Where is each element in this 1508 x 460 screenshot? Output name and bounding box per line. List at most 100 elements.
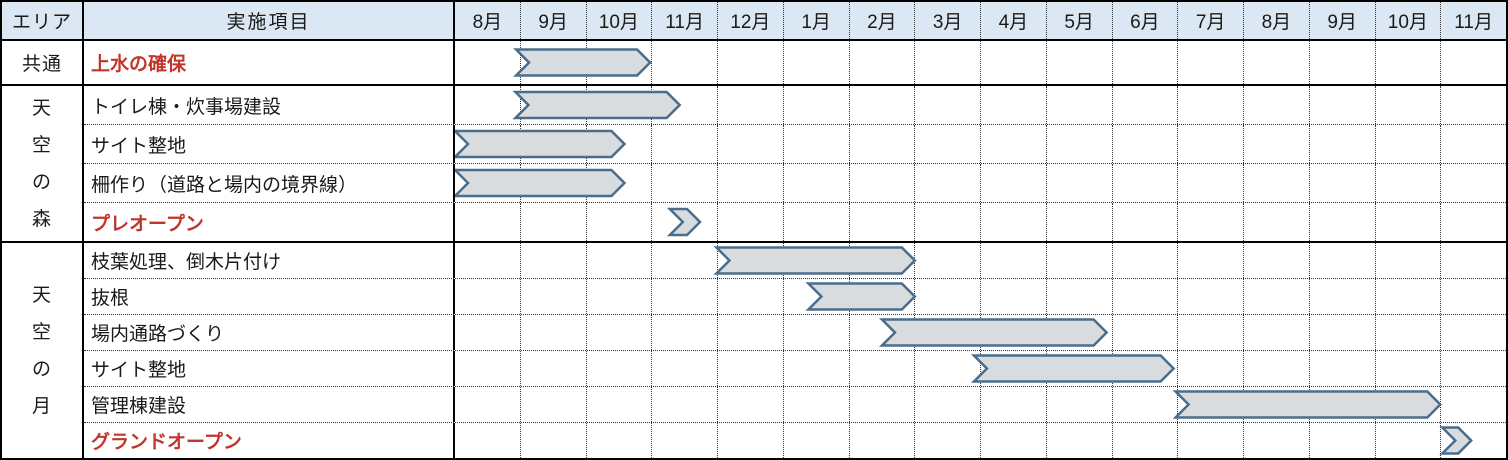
area-label-1: 天空の森 xyxy=(2,86,84,241)
gantt-bar-shape xyxy=(970,354,1176,383)
grid-column-line xyxy=(652,86,718,124)
grid-column-line xyxy=(521,203,587,241)
area-label-char: の xyxy=(31,171,52,193)
gantt-bar xyxy=(878,318,1109,347)
month-header-12: 8月 xyxy=(1244,2,1310,39)
milestone-marker xyxy=(666,207,702,237)
grid-column-line xyxy=(1113,351,1179,386)
grid-column-line xyxy=(915,279,981,314)
month-header-3: 11月 xyxy=(652,2,718,39)
grid-column-line xyxy=(1376,315,1442,350)
gantt-bar-shape xyxy=(455,129,627,159)
task-label: 柵作り（道路と場内の境界線） xyxy=(84,164,455,202)
grid-column-line xyxy=(718,279,784,314)
task-label: グランドオープン xyxy=(84,423,455,458)
grid-column-line xyxy=(1244,351,1310,386)
grid-column-line xyxy=(1376,279,1442,314)
grid-column-line xyxy=(1178,164,1244,202)
area-label-0: 共通 xyxy=(2,41,84,84)
gantt-bar xyxy=(455,129,627,159)
grid-column-line xyxy=(981,279,1047,314)
grid-column-line xyxy=(587,315,653,350)
grid-column-line xyxy=(652,41,718,84)
grid-column-line xyxy=(1244,423,1310,458)
grid-column-line xyxy=(1178,423,1244,458)
grid-column-line xyxy=(1310,125,1376,163)
gantt-bar-shape xyxy=(513,48,652,77)
grid-column-line xyxy=(521,387,587,422)
grid-column-line xyxy=(784,164,850,202)
grid-column-line xyxy=(521,243,587,278)
month-header-11: 7月 xyxy=(1178,2,1244,39)
gantt-row: 抜根 xyxy=(84,279,1506,315)
grid-column-line xyxy=(981,41,1047,84)
area-label-char: 空 xyxy=(31,321,52,343)
grid-column-line xyxy=(784,86,850,124)
grid-column-line xyxy=(915,125,981,163)
gantt-row: 枝葉処理、倒木片付け xyxy=(84,243,1506,279)
grid-column-line xyxy=(521,279,587,314)
grid-column-line xyxy=(1376,86,1442,124)
gantt-bar-shape xyxy=(805,282,917,311)
task-label: 場内通路づくり xyxy=(84,315,455,350)
gantt-bar-shape xyxy=(713,246,917,275)
gantt-row: トイレ棟・炊事場建設 xyxy=(84,86,1506,125)
gantt-row-chart xyxy=(455,423,1506,458)
task-label: 上水の確保 xyxy=(84,41,455,84)
grid-column-line xyxy=(1310,243,1376,278)
grid-column-line xyxy=(1310,279,1376,314)
grid-column-line xyxy=(1376,243,1442,278)
grid-column-line xyxy=(1047,279,1113,314)
grid-column-line xyxy=(915,351,981,386)
area-column-header: エリア xyxy=(2,2,84,39)
grid-column-line xyxy=(718,351,784,386)
grid-column-line xyxy=(1310,423,1376,458)
section-rows-2: 枝葉処理、倒木片付け 抜根 場内通路づくり サイト整地 管理棟建設 グランドオープン xyxy=(84,243,1506,458)
grid-column-line xyxy=(1113,86,1179,124)
grid-column-line xyxy=(1047,125,1113,163)
grid-column-line xyxy=(587,203,653,241)
grid-column-line xyxy=(652,315,718,350)
grid-column-line xyxy=(1244,125,1310,163)
section-rows-1: トイレ棟・炊事場建設 サイト整地 柵作り（道路と場内の境界線） プレオープン xyxy=(84,86,1506,241)
sections: 共通 上水の確保天空の森トイレ棟・炊事場建設 サイト整地 柵作り（道路と場内の境界線）… xyxy=(2,41,1506,458)
gantt-row: 柵作り（道路と場内の境界線） xyxy=(84,164,1506,203)
grid-column-line xyxy=(981,203,1047,241)
grid-column-line xyxy=(1244,315,1310,350)
grid-column-line xyxy=(784,41,850,84)
grid-column-line xyxy=(587,387,653,422)
month-header-0: 8月 xyxy=(455,2,521,39)
grid-column-line xyxy=(718,86,784,124)
month-header-7: 3月 xyxy=(915,2,981,39)
grid-columns xyxy=(455,423,1506,458)
task-label: サイト整地 xyxy=(84,351,455,386)
grid-column-line xyxy=(652,423,718,458)
grid-column-line xyxy=(784,423,850,458)
gantt-bar-shape xyxy=(455,168,627,198)
section-1: 天空の森トイレ棟・炊事場建設 サイト整地 柵作り（道路と場内の境界線） プレオープン xyxy=(2,86,1506,243)
month-header-2: 10月 xyxy=(587,2,653,39)
grid-column-line xyxy=(718,164,784,202)
grid-column-line xyxy=(850,125,916,163)
grid-column-line xyxy=(1113,243,1179,278)
grid-column-line xyxy=(981,243,1047,278)
grid-column-line xyxy=(1113,125,1179,163)
gantt-row-chart xyxy=(455,125,1506,163)
grid-column-line xyxy=(850,423,916,458)
area-label-char: 天 xyxy=(31,97,52,119)
gantt-row-chart xyxy=(455,243,1506,278)
month-header-8: 4月 xyxy=(981,2,1047,39)
gantt-row-chart xyxy=(455,203,1506,241)
grid-column-line xyxy=(784,351,850,386)
gantt-row: 管理棟建設 xyxy=(84,387,1506,423)
grid-column-line xyxy=(1310,164,1376,202)
grid-column-line xyxy=(1244,243,1310,278)
grid-column-line xyxy=(915,41,981,84)
grid-column-line xyxy=(718,315,784,350)
grid-column-line xyxy=(1047,41,1113,84)
grid-column-line xyxy=(718,423,784,458)
grid-column-line xyxy=(981,86,1047,124)
grid-column-line xyxy=(1178,315,1244,350)
area-label-char: の xyxy=(31,358,52,380)
grid-column-line xyxy=(1376,41,1442,84)
